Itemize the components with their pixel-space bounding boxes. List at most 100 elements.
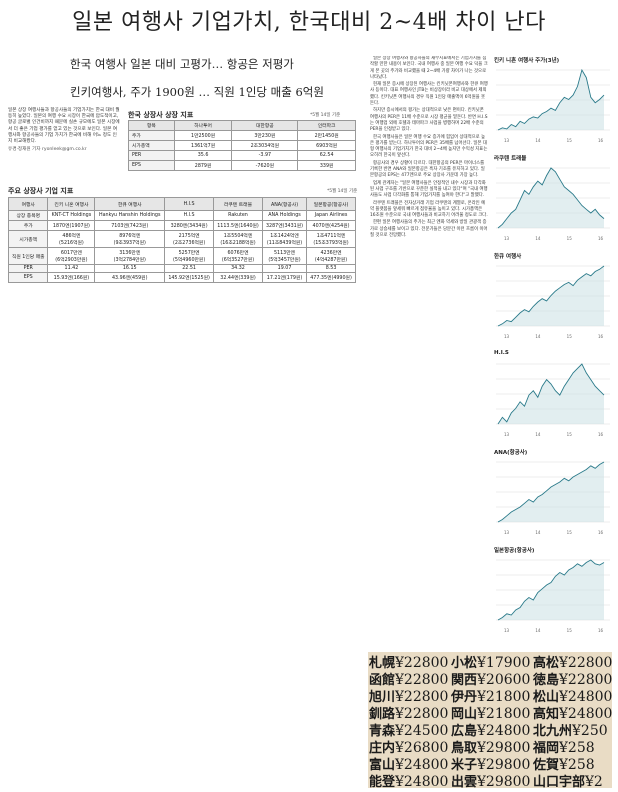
table1-row-label: 시가총액 [128, 140, 175, 151]
chart-line [497, 167, 605, 229]
chart-line [497, 559, 605, 621]
fare-entry: 岡山¥21800 [451, 703, 530, 722]
table1-row: PER 35.6 -3.97 62.54 [128, 150, 356, 161]
table2-cell: 15.93엔(166원) [47, 272, 96, 283]
fare-entry: 鳥取¥29800 [451, 737, 530, 756]
fare-price: ¥2 [585, 774, 603, 788]
fare-price: ¥258 [559, 740, 595, 756]
fare-city: 函館 [369, 673, 396, 688]
table2-note: *5월 14일 기준 [327, 189, 358, 194]
chart-axis-label: 13 [504, 530, 510, 535]
table1-cell: 339원 [297, 160, 356, 171]
table2-cell: 1조5504억엔 (16조2188억원) [213, 230, 263, 248]
chart-axis-label: 16 [598, 530, 604, 535]
table1-row: 주가 1만2500원 3만230원 2만1450원 [128, 130, 356, 141]
intro-text: 일본 상장 여행사들과 항공사들의 기업가치는 한국 대비 월등히 높았다. 일… [8, 108, 120, 153]
table2-cell: 8.53 [306, 264, 356, 273]
subhead-2: 킨키여행사, 주가 1900원 … 직원 1인당 매출 6억원 [70, 85, 324, 99]
chart-axis-label: 16 [598, 628, 604, 633]
chart-line [497, 363, 605, 425]
fare-entry: 山口宇部¥2 [533, 771, 603, 788]
table2-header: 한큐 여행사 [94, 197, 166, 211]
table2-cell: 3287엔(3431원) [261, 220, 308, 231]
fare-city: 関西 [451, 673, 478, 688]
chart-line [497, 68, 605, 131]
chart-area [498, 168, 604, 228]
fare-price: ¥24800 [559, 706, 612, 722]
chart-plot: 13 14 15 16 [496, 363, 610, 437]
table2-header: H.I.S [164, 197, 215, 211]
fare-entry: 関西¥20600 [451, 669, 530, 688]
fare-entry: 函館¥22800 [369, 669, 448, 688]
chart-plot: 13 14 15 16 [496, 167, 610, 241]
fare-city: 出雲 [451, 775, 478, 788]
chart-axis-label: 14 [535, 628, 541, 633]
fare-entry: 佐賀¥258 [533, 754, 595, 773]
table1-row-label: PER [128, 150, 175, 161]
table1-header: 항목 [128, 120, 175, 131]
subheads: 한국 여행사 일본 대비 고평가… 항공은 저평가 킨키여행사, 주가 1900… [70, 52, 340, 112]
table2-row: 주가 1870엔(1907원) 7103엔(7423원) 3280엔(3434원) 11… [7, 220, 356, 231]
japan-stats-table: 여행사 킨키 니혼 여행사 한큐 여행사 H.I.S 라쿠텐 트래블 ANA(항… [7, 197, 356, 283]
fare-city: 札幌 [369, 656, 396, 671]
article-paragraph: 항공사의 경우 상황이 다르다. 대한항공의 PER은 마이너스를 기록한 반면… [370, 160, 485, 179]
table2-cell: H.I.S [164, 210, 215, 221]
fare-price: ¥22800 [395, 672, 449, 688]
intro-body: 일본 상장 여행사들과 항공사들의 기업가치는 한국 대비 월등히 높았다. 일… [8, 108, 120, 145]
chart-axis-label: 16 [598, 138, 604, 143]
table2-cell: 3280엔(3434원) [164, 220, 215, 231]
fare-price: ¥22800 [559, 672, 612, 688]
table2-row: PER 11.42 16.15 22.51 34.32 19.07 8.53 [7, 264, 356, 273]
table2-row: 직원 1인당 매출 6017만엔 (6억2903만원) 3136만엔 (3억2784… [7, 247, 356, 265]
fare-city: 徳島 [533, 673, 560, 688]
table2-cell: 1조1424억엔 (11조8439억원) [261, 230, 308, 248]
fare-city: 福岡 [533, 741, 560, 756]
fare-price: ¥22800 [395, 689, 449, 705]
fare-price: ¥22800 [395, 655, 449, 671]
chart-axis-label: 13 [504, 628, 510, 633]
table2-cell: Hankyu Hanshin Holdings [94, 210, 166, 221]
table1-cell: -7620원 [231, 160, 299, 171]
table2-title: 주요 상장사 기업 지표 [8, 187, 74, 195]
fare-entry: 青森¥24500 [369, 720, 448, 739]
chart-title: 일본항공(항공사) [494, 548, 535, 554]
chart-axis-label: 13 [504, 236, 510, 241]
table2-header: 일본항공(항공사) [306, 197, 356, 211]
article-paragraph: 라쿠텐 트래블은 전자상거래 기업 라쿠텐의 계열로, 온라인 예약 플랫폼을 … [370, 200, 488, 219]
fare-city: 高知 [533, 707, 560, 722]
headline: 일본 여행사 기업가치, 한국대비 2~4배 차이 난다 [72, 10, 546, 35]
table2-header: 여행사 [7, 197, 49, 211]
fare-city: 岡山 [451, 707, 478, 722]
table2-cell: 43.96엔(459원) [94, 272, 166, 283]
fare-entry: 徳島¥22800 [533, 669, 612, 688]
stock-chart: 일본항공(항공사) 13 14 15 16 [494, 546, 612, 634]
chart-axis-label: 13 [504, 432, 510, 437]
fare-price: ¥17900 [477, 655, 531, 671]
table2-header: 라쿠텐 트래블 [213, 197, 263, 211]
table2-cell: 145.92엔(1525원) [164, 272, 215, 283]
chart-axis-label: 16 [598, 236, 604, 241]
table2-header-row: 여행사 킨키 니혼 여행사 한큐 여행사 H.I.S 라쿠텐 트래블 ANA(항… [7, 197, 356, 211]
table2-cell: 17.21엔(179원) [261, 272, 308, 283]
chart-plot: 13 14 15 16 [496, 461, 610, 535]
fare-city: 小松 [451, 656, 478, 671]
fare-price: ¥29800 [477, 740, 531, 756]
chart-axis-label: 16 [598, 432, 604, 437]
stock-chart: H.I.S 13 14 15 16 [494, 350, 612, 438]
table2-cell: ANA Holdings [261, 210, 308, 221]
table2-cell: 11.42 [47, 264, 96, 273]
fare-entry: 庄内¥26800 [369, 737, 448, 756]
table2-cell: 8976억엔 (9조3937억원) [94, 230, 166, 248]
fare-price: ¥24500 [395, 723, 449, 739]
fare-entry: 北九州¥250 [533, 720, 608, 739]
table2-row-label: 직원 1인당 매출 [7, 247, 49, 265]
chart-axis-label: 15 [567, 432, 573, 437]
chart-axis-label: 14 [535, 334, 541, 339]
table1-cell: -3.97 [231, 150, 299, 161]
fare-entry: 小松¥17900 [451, 652, 530, 671]
table1-row: 시가총액 1361억7원 2조3034억원 6903억원 [128, 140, 356, 151]
table2-cell: 5113만엔 (5억3457만원) [261, 247, 308, 265]
fare-entry: 松山¥24800 [533, 686, 612, 705]
table2-cell: 2175억엔 (2조2736억원) [164, 230, 215, 248]
table1-row-label: 주가 [128, 130, 175, 141]
